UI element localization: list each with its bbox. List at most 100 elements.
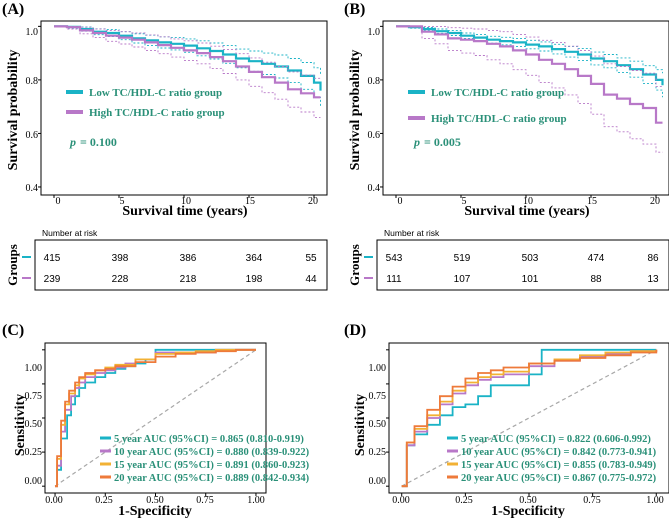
risk-cell: 198 [246, 274, 263, 285]
y-tick-label: 0.50 [25, 419, 43, 430]
panel-b-plot-area [382, 20, 669, 196]
legend-label-high: High TC/HDL-C ratio group [89, 107, 225, 119]
roc-reference-line [401, 349, 657, 487]
panel-c-ylabel: Sensitivity [13, 394, 28, 456]
roc-curve-20y [55, 348, 256, 488]
legend-label-10y: 10 year AUC (95%CI) = 0.842 (0.773-0.941… [461, 447, 657, 458]
panel-c: (C) Sensitivity 0.00 0.25 0.50 0.75 1.00… [2, 322, 310, 518]
x-tick-label: 20 [308, 196, 318, 207]
risk-cell: 228 [112, 274, 129, 285]
p-symbol: p [69, 135, 76, 149]
panel-a-xticks: 0 5 10 15 20 [56, 196, 319, 207]
panel-b-risk-table: Groups Number at risk 543 519 503 474 86… [347, 228, 669, 291]
panel-d-yticks: 0.00 0.25 0.50 0.75 1.00 [369, 363, 387, 487]
risk-header: Number at risk [42, 228, 98, 238]
risk-cell: 55 [305, 253, 317, 264]
x-tick-label: 10 [523, 196, 533, 207]
legend-label-5y: 5 year AUC (95%CI) = 0.865 (0.810-0.919) [114, 434, 304, 445]
x-tick-label: 0.75 [196, 495, 214, 506]
y-tick-label: 0.8 [368, 76, 381, 87]
panel-a-legend: Low TC/HDL-C ratio group High TC/HDL-C r… [66, 87, 225, 119]
km-curve-low [54, 25, 322, 91]
risk-cell: 519 [454, 253, 471, 264]
y-tick-label: 0.6 [368, 130, 381, 141]
risk-cell: 543 [386, 253, 403, 264]
risk-cell: 88 [590, 274, 602, 285]
risk-cell: 503 [522, 253, 539, 264]
panel-a-yticks: 0.4 0.6 0.8 1.0 [26, 27, 39, 194]
risk-header: Number at risk [384, 228, 440, 238]
x-tick-label: 0.25 [95, 495, 113, 506]
x-tick-label: 15 [245, 196, 255, 207]
panel-b-xticks: 0 5 10 15 20 [398, 196, 661, 207]
panel-d-xlabel: 1-Specificity [491, 504, 565, 518]
x-tick-label: 5 [462, 196, 467, 207]
km-ci-upper-high [396, 25, 663, 88]
p-value-text: = 0.005 [424, 135, 461, 149]
risk-cell: 239 [44, 274, 61, 285]
panel-d-label: (D) [344, 322, 366, 339]
groups-label: Groups [5, 244, 20, 286]
legend-label-high: High TC/HDL-C ratio group [431, 113, 567, 125]
risk-cell: 386 [180, 253, 197, 264]
km-ci-upper-low [54, 25, 321, 75]
risk-cell: 13 [647, 274, 659, 285]
y-tick-label: 1.00 [369, 363, 387, 374]
panel-c-xticks: 0.00 0.25 0.50 0.75 1.00 [45, 495, 265, 506]
x-tick-label: 1.00 [646, 495, 664, 506]
y-tick-label: 0.00 [369, 476, 387, 487]
panel-a-p-value: p = 0.100 [69, 135, 117, 149]
panel-b: (B) Survival probability 0.4 0.6 0.8 1.0… [344, 1, 669, 291]
groups-label: Groups [347, 244, 362, 286]
y-tick-label: 1.0 [26, 27, 39, 38]
km-curve-high [54, 25, 321, 99]
x-tick-label: 0.75 [583, 495, 601, 506]
panel-b-ylabel: Survival probability [348, 50, 363, 171]
panel-a-risk-table: Groups Number at risk 415 398 386 364 55… [5, 228, 328, 291]
y-tick-label: 0.75 [369, 391, 387, 402]
panel-d-xticks: 0.00 0.25 0.50 0.75 1.00 [392, 495, 664, 506]
x-tick-label: 0 [398, 196, 403, 207]
y-tick-label: 1.0 [368, 27, 381, 38]
km-ci-lower-high [54, 25, 321, 118]
y-tick-label: 0.25 [369, 447, 387, 458]
risk-cell: 44 [305, 274, 317, 285]
panel-a-xlabel: Survival time (years) [122, 204, 248, 219]
panel-a-curves [38, 25, 322, 198]
panel-b-curves [380, 25, 664, 198]
panel-b-p-value: p = 0.005 [413, 135, 461, 149]
y-tick-label: 0.50 [369, 419, 387, 430]
x-tick-label: 0 [56, 196, 61, 207]
roc-reference-line [54, 349, 257, 487]
panel-d-curves [386, 348, 658, 496]
legend-label-5y: 5 year AUC (95%CI) = 0.822 (0.606-0.992) [461, 434, 651, 445]
x-tick-label: 0.50 [146, 495, 164, 506]
legend-label-low: Low TC/HDL-C ratio group [89, 87, 222, 99]
y-tick-label: 0.4 [26, 183, 39, 194]
panel-b-legend: Low TC/HDL-C ratio group High TC/HDL-C r… [408, 87, 567, 125]
panel-d: (D) Sensitivity 0.00 0.25 0.50 0.75 1.00… [344, 322, 669, 518]
x-tick-label: 0.00 [392, 495, 410, 506]
legend-label-15y: 15 year AUC (95%CI) = 0.891 (0.860-0.923… [114, 460, 310, 471]
y-tick-label: 1.00 [25, 363, 43, 374]
risk-cell: 107 [454, 274, 471, 285]
x-tick-label: 0.50 [519, 495, 537, 506]
panel-c-label: (C) [2, 322, 24, 339]
panel-c-legend: 5 year AUC (95%CI) = 0.865 (0.810-0.919)… [100, 434, 310, 484]
legend-label-15y: 15 year AUC (95%CI) = 0.855 (0.783-0.949… [461, 460, 657, 471]
risk-table-box [376, 239, 669, 291]
y-tick-label: 0.00 [25, 476, 43, 487]
panel-a: (A) Survival probability 0.4 0.6 0.8 1.0… [2, 1, 328, 291]
y-tick-label: 0.4 [368, 183, 381, 194]
x-tick-label: 20 [650, 196, 660, 207]
roc-curve-20y [401, 349, 658, 488]
km-ci-upper-high [54, 25, 321, 79]
x-tick-label: 1.00 [247, 495, 265, 506]
risk-cell: 86 [647, 253, 659, 264]
x-tick-label: 0.00 [45, 495, 63, 506]
panel-d-legend: 5 year AUC (95%CI) = 0.822 (0.606-0.992)… [447, 434, 657, 484]
risk-cell: 398 [112, 253, 129, 264]
y-tick-label: 0.75 [25, 391, 43, 402]
x-tick-label: 10 [181, 196, 191, 207]
